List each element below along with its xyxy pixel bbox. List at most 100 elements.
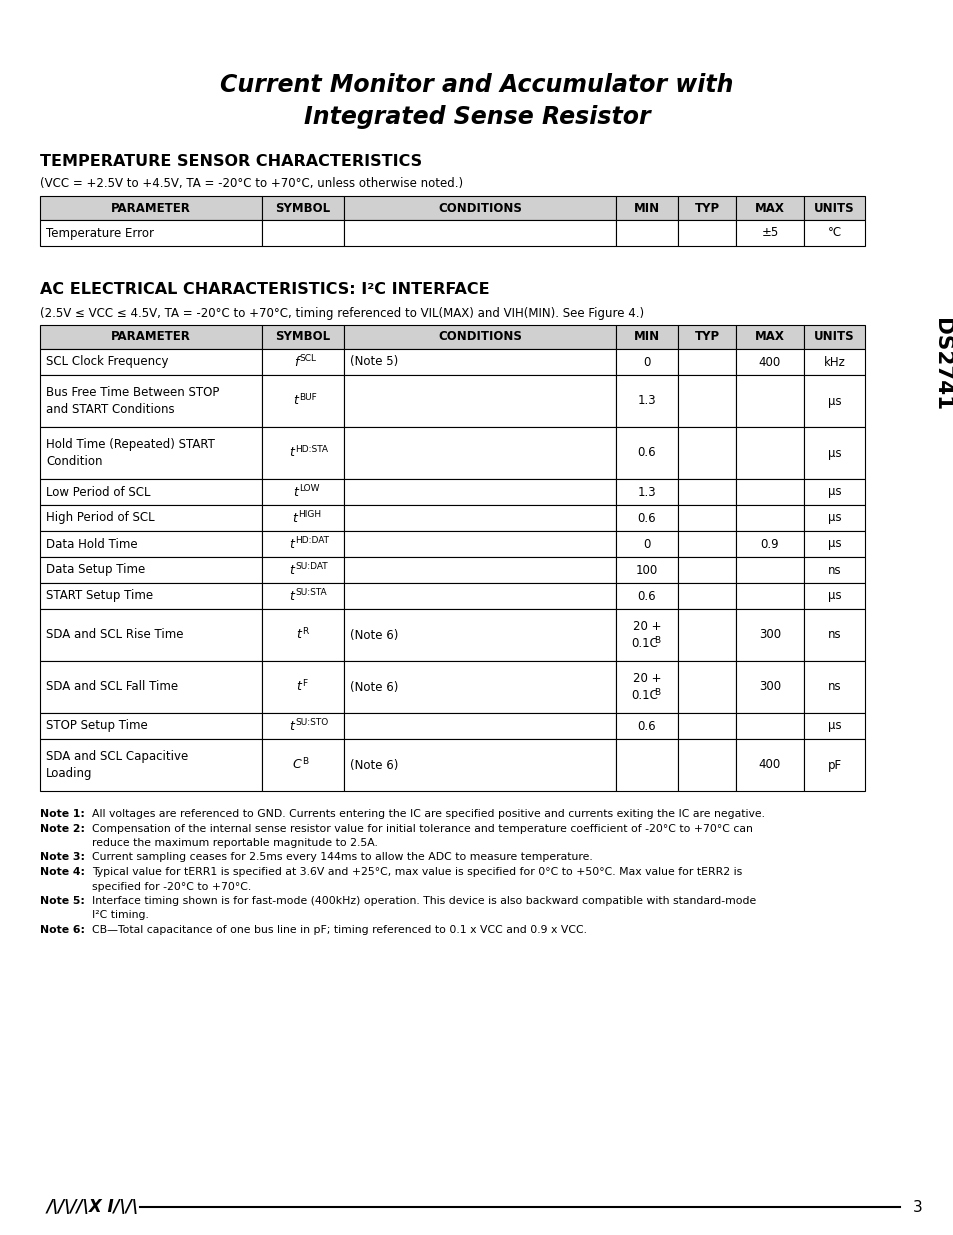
Bar [678,609,735,661]
Bar [803,196,864,220]
Text: t: t [294,485,298,499]
Bar [616,427,678,479]
Bar [40,505,262,531]
Bar [678,739,735,790]
Bar [40,713,262,739]
Text: SU:STA: SU:STA [294,588,326,597]
Text: μs: μs [827,485,841,499]
Text: SDA and SCL Fall Time: SDA and SCL Fall Time [46,680,178,694]
Bar [344,531,616,557]
Bar [262,661,344,713]
Bar [262,479,344,505]
Bar [40,220,262,246]
Bar [803,350,864,375]
Bar [344,661,616,713]
Bar [735,325,803,350]
Text: 0.6: 0.6 [637,447,656,459]
Bar [262,375,344,427]
Bar [678,713,735,739]
Bar [678,557,735,583]
Text: B: B [653,636,659,645]
Text: MIN: MIN [634,331,659,343]
Bar [40,427,262,479]
Text: 300: 300 [759,629,781,641]
Bar [803,220,864,246]
Text: Interface timing shown is for fast-mode (400kHz) operation. This device is also : Interface timing shown is for fast-mode … [91,897,756,906]
Text: f: f [294,356,298,368]
Text: reduce the maximum reportable magnitude to 2.5A.: reduce the maximum reportable magnitude … [91,839,377,848]
Text: (2.5V ≤ VCC ≤ 4.5V, TA = -20°C to +70°C, timing referenced to VIL(MAX) and VIH(M: (2.5V ≤ VCC ≤ 4.5V, TA = -20°C to +70°C,… [40,306,643,320]
Bar [735,557,803,583]
Text: t: t [292,511,296,525]
Bar [262,609,344,661]
Bar [616,531,678,557]
Text: t: t [289,537,294,551]
Text: ns: ns [827,629,841,641]
Text: SDA and SCL Capacitive: SDA and SCL Capacitive [46,750,188,763]
Text: 0.9: 0.9 [760,537,779,551]
Text: R: R [302,627,309,636]
Bar [678,479,735,505]
Text: μs: μs [827,589,841,603]
Bar [40,609,262,661]
Text: 0.6: 0.6 [637,511,656,525]
Bar [262,427,344,479]
Text: SDA and SCL Rise Time: SDA and SCL Rise Time [46,629,183,641]
Bar [735,609,803,661]
Bar [616,713,678,739]
Text: t: t [289,563,294,577]
Text: TYP: TYP [694,331,719,343]
Bar [40,531,262,557]
Text: Current sampling ceases for 2.5ms every 144ms to allow the ADC to measure temper: Current sampling ceases for 2.5ms every … [91,852,592,862]
Text: μs: μs [827,447,841,459]
Bar [803,531,864,557]
Bar [803,375,864,427]
Bar [344,557,616,583]
Text: CB—Total capacitance of one bus line in pF; timing referenced to 0.1 x VCC and 0: CB—Total capacitance of one bus line in … [91,925,586,935]
Bar [40,739,262,790]
Text: ns: ns [827,563,841,577]
Bar [616,557,678,583]
Bar [678,325,735,350]
Bar [262,531,344,557]
Text: HD:STA: HD:STA [294,445,328,454]
Text: 20 +: 20 + [632,672,660,684]
Text: B: B [653,688,659,697]
Bar [616,583,678,609]
Text: t: t [289,589,294,603]
Text: t: t [289,447,294,459]
Text: UNITS: UNITS [813,331,854,343]
Text: Typical value for tERR1 is specified at 3.6V and +25°C, max value is specified f: Typical value for tERR1 is specified at … [91,867,741,877]
Text: 0.6: 0.6 [637,589,656,603]
Text: 400: 400 [758,758,781,772]
Text: (Note 6): (Note 6) [350,680,398,694]
Text: (VCC = +2.5V to +4.5V, TA = -20°C to +70°C, unless otherwise noted.): (VCC = +2.5V to +4.5V, TA = -20°C to +70… [40,178,462,190]
Text: Hold Time (Repeated) START: Hold Time (Repeated) START [46,437,214,451]
Text: I²C timing.: I²C timing. [91,910,149,920]
Bar [735,350,803,375]
Text: 0.1C: 0.1C [631,637,658,651]
Bar [735,196,803,220]
Bar [678,505,735,531]
Text: Note 5:: Note 5: [40,897,85,906]
Text: Data Hold Time: Data Hold Time [46,537,137,551]
Bar [735,531,803,557]
Bar [344,220,616,246]
Bar [344,479,616,505]
Bar [40,350,262,375]
Bar [678,220,735,246]
Bar [803,661,864,713]
Text: Bus Free Time Between STOP: Bus Free Time Between STOP [46,385,219,399]
Bar [616,609,678,661]
Text: (Note 5): (Note 5) [350,356,397,368]
Text: 0.1C: 0.1C [631,689,658,703]
Text: Note 1:: Note 1: [40,809,85,819]
Text: 0: 0 [642,356,650,368]
Text: F: F [302,679,307,688]
Text: 3: 3 [912,1199,922,1214]
Text: pF: pF [826,758,841,772]
Text: SYMBOL: SYMBOL [275,201,331,215]
Bar [616,196,678,220]
Bar [344,583,616,609]
Text: STOP Setup Time: STOP Setup Time [46,720,148,732]
